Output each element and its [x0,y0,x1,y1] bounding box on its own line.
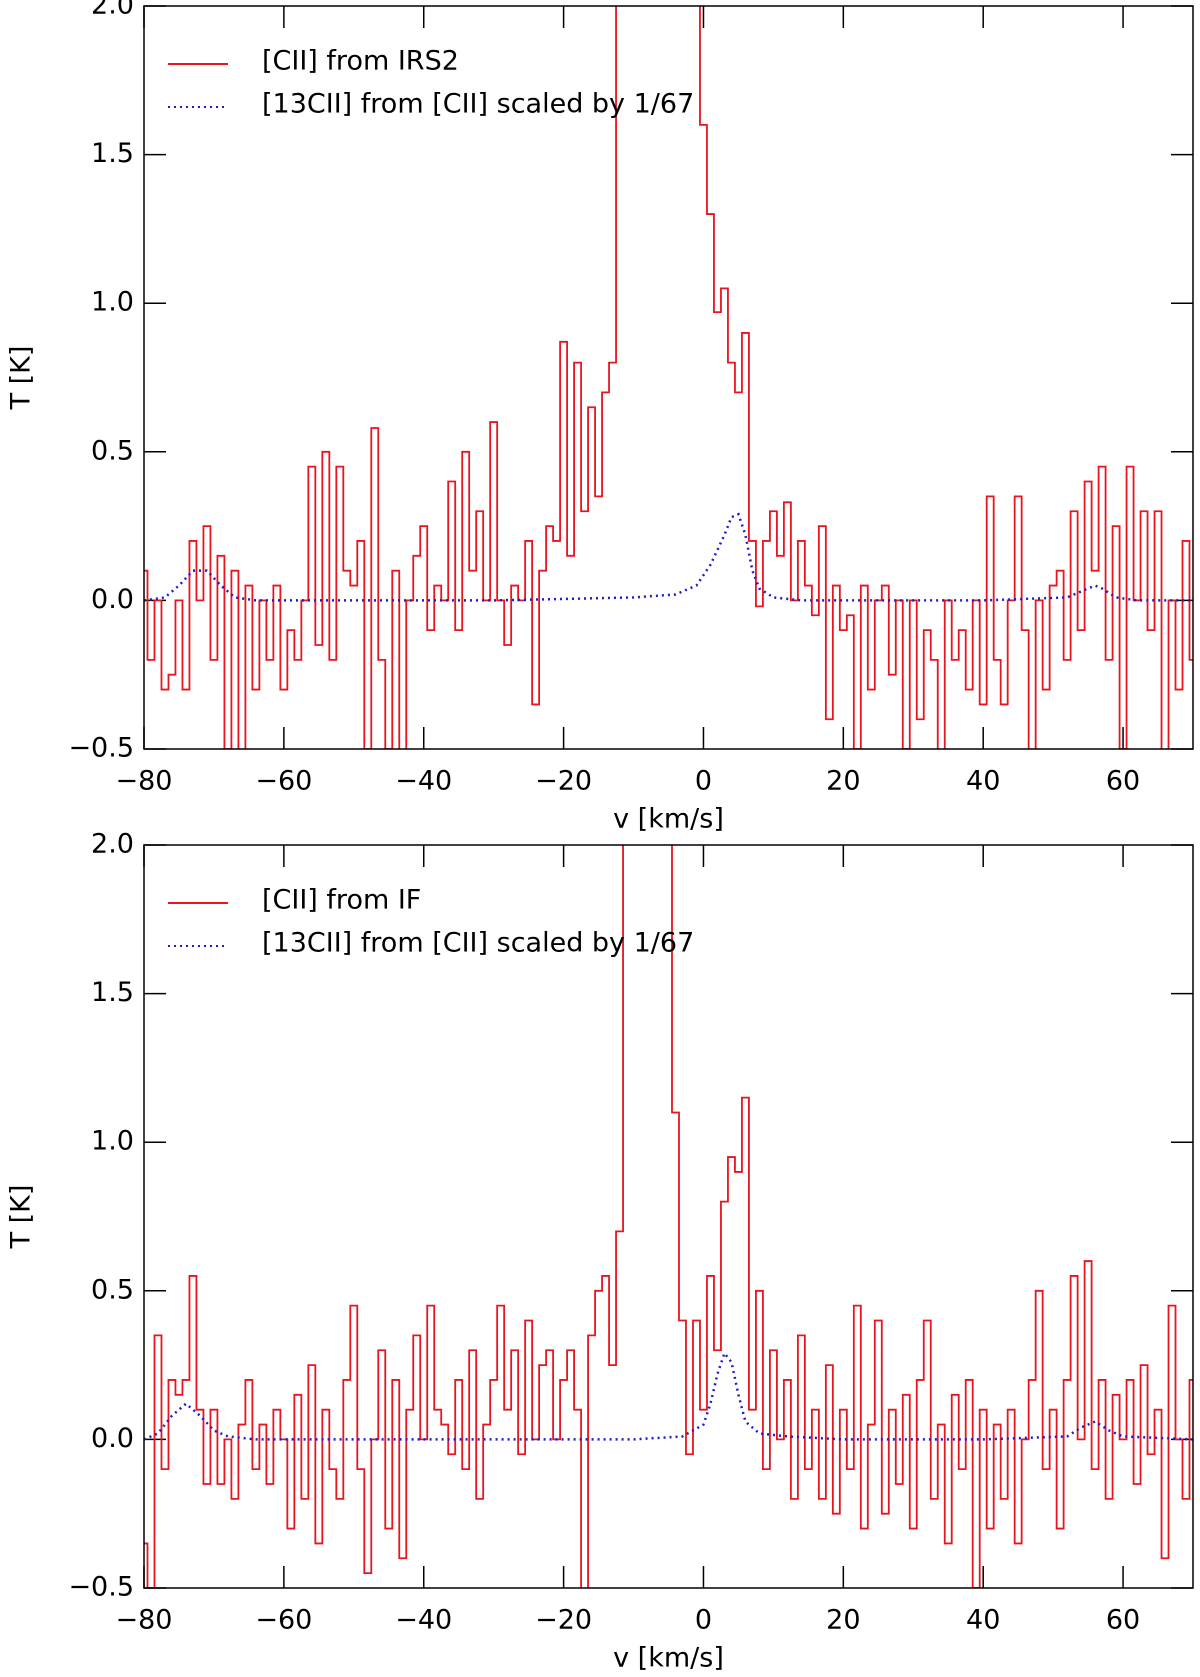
x-tick-label: 40 [966,766,1000,797]
legend-label: [CII] from IRS2 [262,46,459,77]
y-axis-label: T [K] [6,346,37,411]
x-tick-label: −60 [255,1605,312,1636]
x-tick-label: 60 [1106,1605,1140,1636]
y-axis-label: T [K] [6,1185,37,1250]
x-tick-label: 20 [826,1605,860,1636]
x-tick-label: 20 [826,766,860,797]
plot-frame [143,5,1194,750]
x-tick-label: 0 [695,1605,712,1636]
x-tick-label: 0 [695,766,712,797]
legend-label: [CII] from IF [262,885,421,916]
y-tick-label: −0.5 [68,733,134,764]
y-tick-label: 0.0 [91,584,134,615]
panel: −0.5 0.0 0.5 1.0 1.5 2.0 −80 −60 −40 −20 0 20 40 60 v … [6,829,1194,1674]
y-tick-label: 1.0 [91,287,134,318]
y-tick-label: 2.0 [91,829,134,860]
y-tick-label: 0.5 [91,1274,134,1305]
x-tick-label: −20 [535,766,592,797]
x-tick-label: −40 [395,1605,452,1636]
series-line [144,512,1193,602]
legend-label: [13CII] from [CII] scaled by 1/67 [262,928,694,959]
x-tick-label: −80 [116,766,173,797]
y-tick-label: 2.0 [91,0,134,21]
x-axis-label: v [km/s] [613,1643,724,1674]
series-line [144,1350,1193,1441]
y-tick-label: 1.5 [91,138,134,169]
series-line [144,6,1193,749]
y-tick-label: 1.0 [91,1126,134,1157]
legend-label: [13CII] from [CII] scaled by 1/67 [262,89,694,120]
panel: −0.5 0.0 0.5 1.0 1.5 2.0 −80 −60 −40 −20 0 20 40 60 v … [6,0,1194,835]
plot-frame [143,844,1194,1589]
x-tick-label: −20 [535,1605,592,1636]
x-axis-label: v [km/s] [613,804,724,835]
x-tick-label: −80 [116,1605,173,1636]
x-tick-label: 40 [966,1605,1000,1636]
x-tick-label: 60 [1106,766,1140,797]
x-tick-label: −60 [255,766,312,797]
series-line [144,845,1193,1588]
y-tick-label: −0.5 [68,1572,134,1603]
y-tick-label: 0.5 [91,435,134,466]
x-tick-label: −40 [395,766,452,797]
y-tick-label: 0.0 [91,1423,134,1454]
y-tick-label: 1.5 [91,977,134,1008]
